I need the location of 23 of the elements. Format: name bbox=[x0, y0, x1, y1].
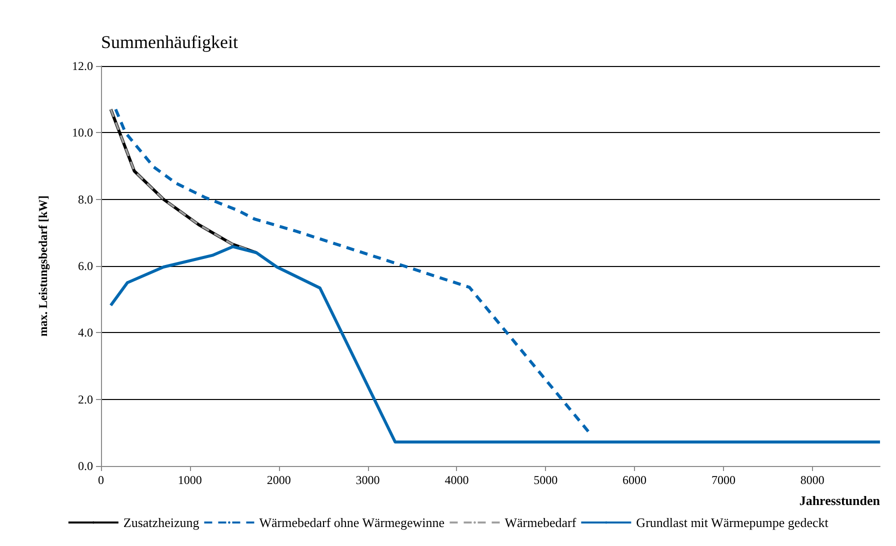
x-tick-label: 6000 bbox=[622, 473, 647, 487]
x-tick-label: 4000 bbox=[444, 473, 469, 487]
y-tick-label: 6.0 bbox=[78, 259, 93, 273]
y-tick-label: 2.0 bbox=[78, 392, 93, 406]
y-tick-label: 8.0 bbox=[78, 192, 93, 206]
x-tick-label: 0 bbox=[98, 473, 104, 487]
x-tick-label: 2000 bbox=[266, 473, 291, 487]
y-tick-label: 12.0 bbox=[72, 59, 93, 73]
legend-label: Wärmebedarf ohne Wärmegewinne bbox=[259, 515, 445, 530]
y-tick-label: 10.0 bbox=[72, 126, 93, 140]
y-axis-title: max. Leistungsbedarf [kW] bbox=[36, 195, 50, 337]
x-axis-title: Jahresstunden bbox=[799, 493, 881, 508]
x-tick-label: 8000 bbox=[800, 473, 824, 487]
chart-title: Summenhäufigkeit bbox=[101, 32, 238, 52]
legend-label: Wärmebedarf bbox=[504, 515, 577, 530]
y-tick-label: 0.0 bbox=[78, 459, 93, 473]
x-tick-label: 5000 bbox=[534, 473, 558, 487]
legend-label: Grundlast mit Wärmepumpe gedeckt bbox=[636, 515, 829, 530]
legend-label: Zusatzheizung bbox=[123, 515, 200, 530]
x-tick-label: 1000 bbox=[178, 473, 202, 487]
x-tick-label: 3000 bbox=[356, 473, 380, 487]
x-tick-label: 7000 bbox=[711, 473, 736, 487]
y-tick-label: 4.0 bbox=[78, 326, 93, 340]
